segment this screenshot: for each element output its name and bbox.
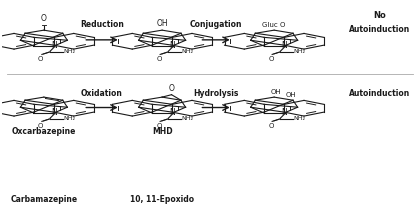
Text: OH: OH bbox=[286, 92, 296, 98]
Text: O: O bbox=[38, 56, 43, 62]
Text: N: N bbox=[52, 41, 57, 50]
Text: Gluc O: Gluc O bbox=[262, 22, 286, 28]
Text: OH: OH bbox=[156, 19, 168, 28]
Text: O: O bbox=[168, 84, 174, 93]
Text: Autoinduction: Autoinduction bbox=[349, 89, 411, 98]
Text: O: O bbox=[156, 123, 162, 129]
Text: N: N bbox=[170, 41, 176, 50]
Text: NH₂: NH₂ bbox=[294, 49, 306, 54]
Text: Conjugation: Conjugation bbox=[190, 20, 242, 29]
Text: O: O bbox=[38, 123, 43, 129]
Text: No: No bbox=[373, 11, 386, 20]
Text: Reduction: Reduction bbox=[80, 20, 124, 29]
Text: N: N bbox=[282, 41, 287, 50]
Text: NH₂: NH₂ bbox=[182, 116, 194, 121]
Text: Hydrolysis: Hydrolysis bbox=[193, 89, 239, 98]
Text: N: N bbox=[282, 108, 287, 117]
Text: NH₂: NH₂ bbox=[294, 116, 306, 121]
Text: Oxidation: Oxidation bbox=[81, 89, 123, 98]
Text: MHD: MHD bbox=[152, 127, 173, 136]
Text: O: O bbox=[156, 56, 162, 62]
Text: O: O bbox=[41, 14, 47, 23]
Text: 10, 11-Epoxido: 10, 11-Epoxido bbox=[130, 195, 194, 204]
Text: Oxcarbazepine: Oxcarbazepine bbox=[12, 127, 76, 136]
Text: N: N bbox=[52, 108, 57, 117]
Text: O: O bbox=[268, 56, 273, 62]
Text: OH: OH bbox=[271, 89, 281, 95]
Text: NH₂: NH₂ bbox=[182, 49, 194, 54]
Text: Carbamazepine: Carbamazepine bbox=[10, 195, 77, 204]
Text: Autoinduction: Autoinduction bbox=[349, 25, 411, 34]
Text: NH₂: NH₂ bbox=[63, 49, 76, 54]
Text: NH₂: NH₂ bbox=[63, 116, 76, 121]
Text: N: N bbox=[170, 108, 176, 117]
Text: O: O bbox=[268, 123, 273, 129]
